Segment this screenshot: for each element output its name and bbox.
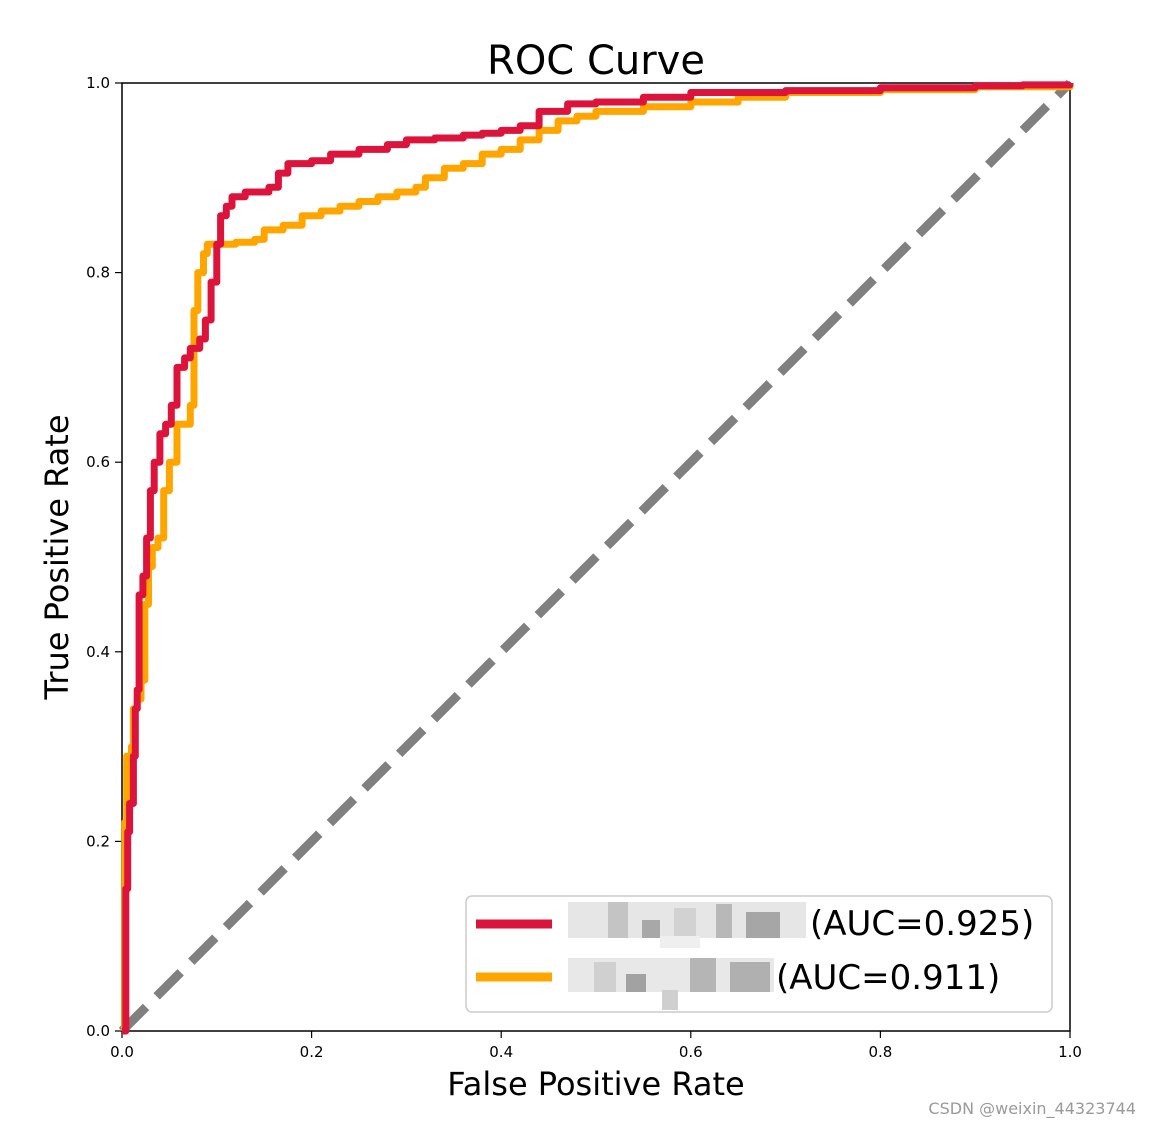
x-tick-label: 0.2 (300, 1043, 324, 1061)
plot-area (118, 79, 1074, 1035)
x-axis-label: False Positive Rate (447, 1065, 744, 1103)
legend-label-series-2: (AUC=0.911) (776, 958, 1000, 998)
x-tick-label: 0.8 (868, 1043, 892, 1061)
watermark: CSDN @weixin_44323744 (928, 1099, 1136, 1119)
y-tick-label: 1.0 (86, 74, 110, 92)
y-tick-label: 0.8 (86, 264, 110, 282)
y-tick-label: 0.2 (86, 832, 110, 850)
legend-label-series-1: (AUC=0.925) (810, 904, 1034, 944)
y-tick-label: 0.0 (86, 1022, 110, 1040)
roc-line-series-2 (121, 83, 1074, 1035)
legend-redacted-name-1 (568, 902, 806, 948)
y-axis: 0.0 0.2 0.4 0.6 0.8 1.0 (86, 74, 122, 1040)
chart-title: ROC Curve (487, 38, 705, 84)
y-tick-label: 0.6 (86, 453, 110, 471)
x-tick-label: 1.0 (1058, 1043, 1082, 1061)
y-tick-label: 0.4 (86, 643, 110, 661)
chance-diagonal-line (118, 79, 1074, 1035)
x-tick-label: 0.6 (679, 1043, 703, 1061)
x-axis: 0.0 0.2 0.4 0.6 0.8 1.0 (110, 1031, 1082, 1061)
legend: (AUC=0.925) (AUC=0.911) (465, 895, 1053, 1013)
x-tick-label: 0.4 (489, 1043, 513, 1061)
y-axis-label: True Positive Rate (38, 414, 76, 700)
roc-line-series-1 (122, 81, 1074, 1035)
legend-redacted-name-2 (568, 958, 774, 1010)
x-tick-label: 0.0 (110, 1043, 134, 1061)
